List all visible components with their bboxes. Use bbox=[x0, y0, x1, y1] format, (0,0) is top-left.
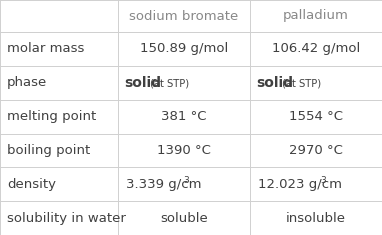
Text: sodium bromate: sodium bromate bbox=[129, 9, 239, 23]
Text: 1390 °C: 1390 °C bbox=[157, 144, 211, 157]
Text: soluble: soluble bbox=[160, 212, 208, 225]
Text: 3: 3 bbox=[320, 176, 326, 185]
Text: phase: phase bbox=[7, 76, 47, 89]
Text: solubility in water: solubility in water bbox=[7, 212, 126, 225]
Text: 1554 °C: 1554 °C bbox=[289, 110, 343, 123]
Text: density: density bbox=[7, 178, 56, 191]
Text: 3.339 g/cm: 3.339 g/cm bbox=[126, 178, 201, 191]
Text: 150.89 g/mol: 150.89 g/mol bbox=[140, 42, 228, 55]
Text: 106.42 g/mol: 106.42 g/mol bbox=[272, 42, 360, 55]
Text: 3: 3 bbox=[183, 176, 189, 185]
Text: boiling point: boiling point bbox=[7, 144, 90, 157]
Text: 2970 °C: 2970 °C bbox=[289, 144, 343, 157]
Text: (at STP): (at STP) bbox=[150, 78, 189, 88]
Text: insoluble: insoluble bbox=[286, 212, 346, 225]
Text: molar mass: molar mass bbox=[7, 42, 84, 55]
Text: 381 °C: 381 °C bbox=[161, 110, 207, 123]
Text: solid: solid bbox=[256, 76, 293, 90]
Text: melting point: melting point bbox=[7, 110, 96, 123]
Text: 12.023 g/cm: 12.023 g/cm bbox=[258, 178, 342, 191]
Text: palladium: palladium bbox=[283, 9, 349, 23]
Text: (at STP): (at STP) bbox=[282, 78, 321, 88]
Text: solid: solid bbox=[124, 76, 161, 90]
